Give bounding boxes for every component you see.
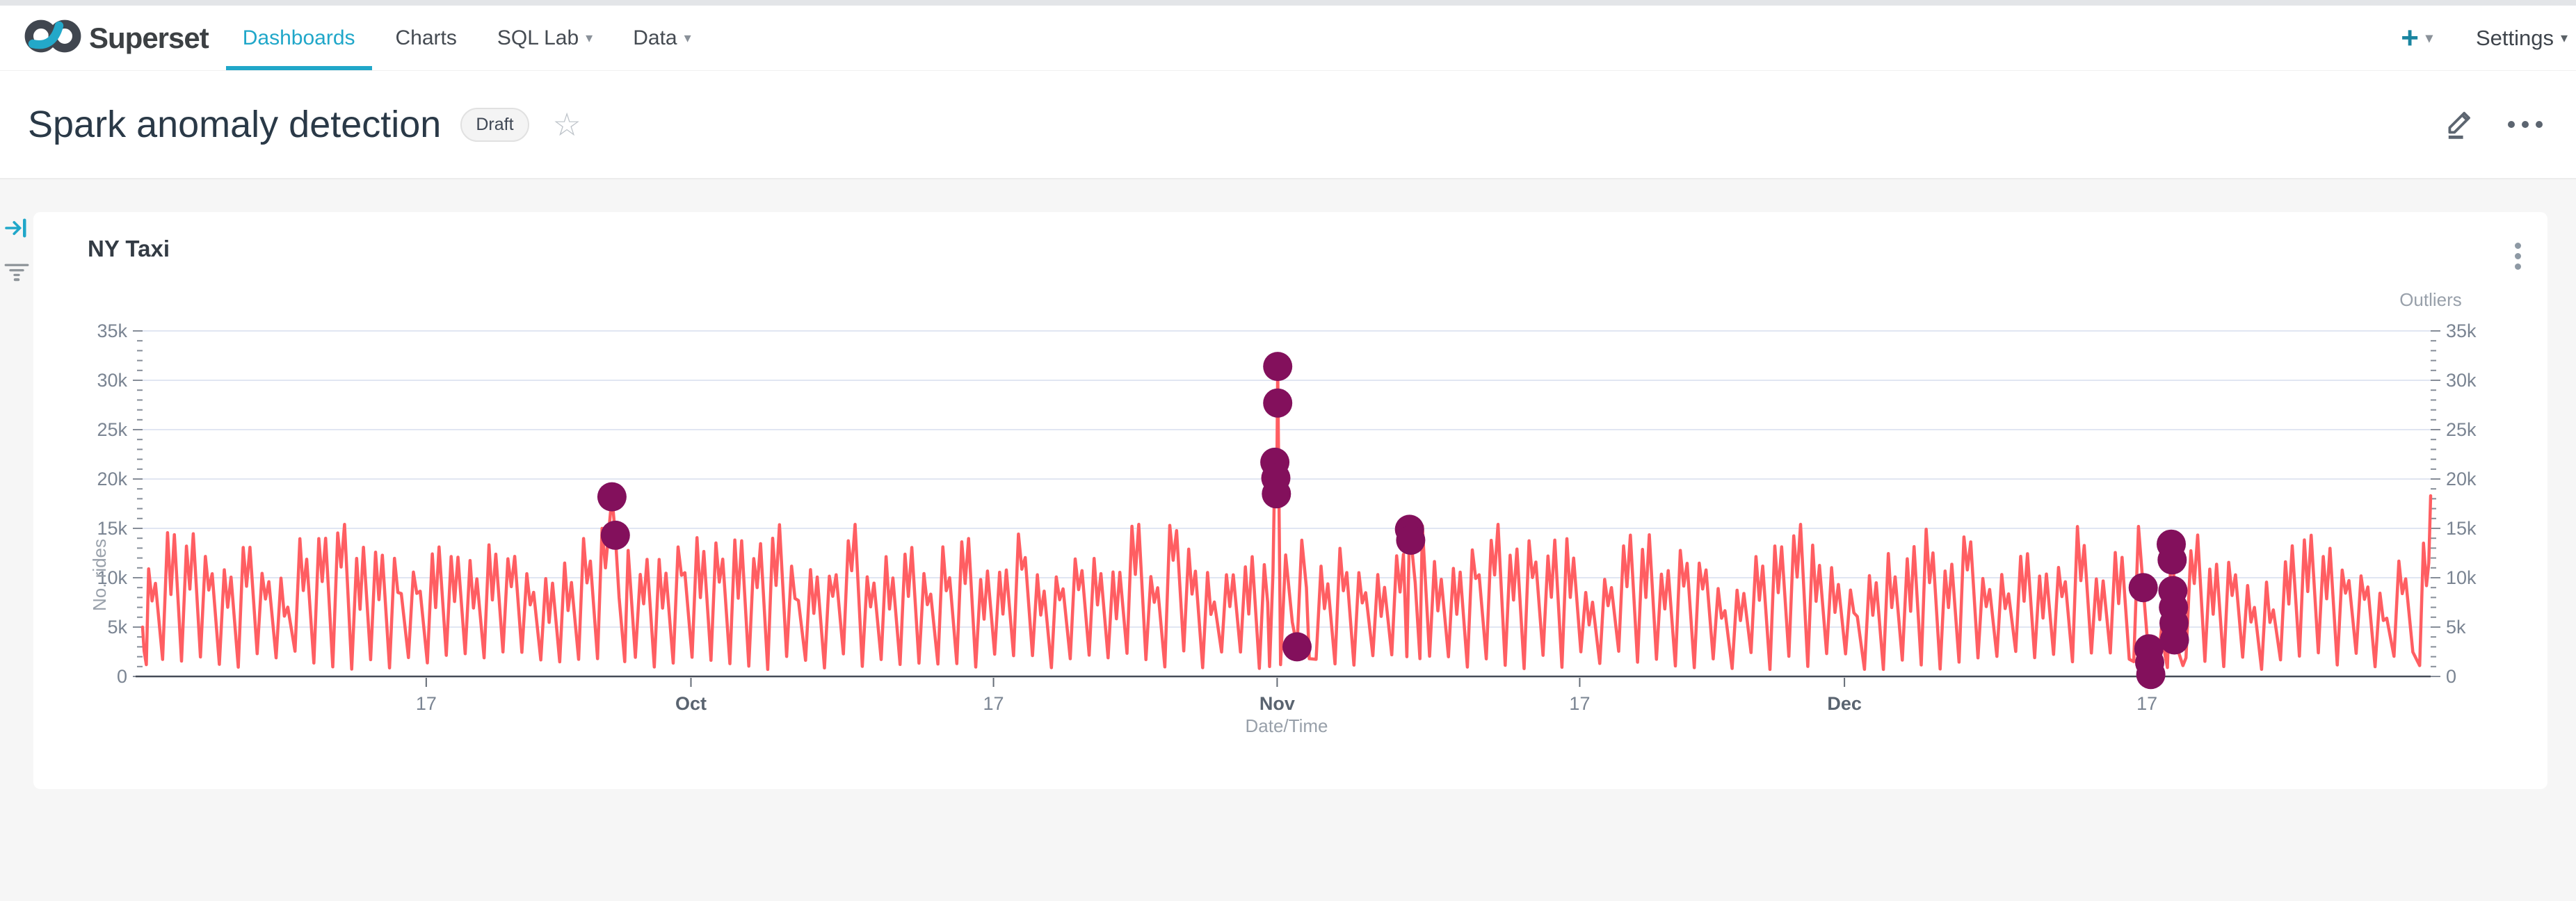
outlier-point bbox=[2157, 545, 2187, 575]
brand-name: Superset bbox=[89, 21, 209, 54]
y-tick-label-right: 5k bbox=[2446, 617, 2466, 638]
y-tick-label-right: 20k bbox=[2446, 469, 2477, 489]
favorite-star-icon[interactable]: ☆ bbox=[552, 106, 581, 143]
nytaxi-timeseries-chart: 0 0 5k 5k 10k 10k 15k 15k 20k 20k 25k 25k 30k 30k 35k 3… bbox=[89, 289, 2477, 736]
caret-down-icon: ▾ bbox=[2425, 31, 2433, 46]
y-tick-label-left: 30k bbox=[97, 370, 127, 391]
navbar: Superset Dashboards Charts SQL Lab ▾ Dat… bbox=[0, 6, 2576, 71]
outlier-point bbox=[2128, 573, 2158, 603]
y-tick-label-right: 0 bbox=[2446, 666, 2456, 687]
header-actions bbox=[2444, 105, 2543, 145]
y-tick-label-right: 15k bbox=[2446, 518, 2477, 539]
left-rail bbox=[0, 179, 32, 901]
outlier-point bbox=[1263, 388, 1293, 418]
caret-down-icon: ▾ bbox=[586, 31, 593, 46]
superset-brand[interactable]: Superset bbox=[24, 6, 209, 70]
nav-item-dashboards[interactable]: Dashboards bbox=[225, 6, 372, 70]
nav-item-data[interactable]: Data ▾ bbox=[633, 26, 691, 49]
y-tick-label-left: 10k bbox=[97, 567, 127, 588]
nav-item-charts[interactable]: Charts bbox=[395, 26, 457, 49]
outlier-point bbox=[2136, 660, 2166, 690]
chart-title: NY Taxi bbox=[88, 236, 170, 261]
taxi-rides-series-line bbox=[140, 364, 2433, 677]
edit-pencil-icon[interactable] bbox=[2444, 105, 2477, 145]
superset-logo-icon bbox=[24, 16, 82, 60]
y-tick-label-right: 35k bbox=[2446, 320, 2477, 341]
y-tick-label-right: 10k bbox=[2446, 567, 2477, 588]
x-tick-label: 17 bbox=[983, 693, 1004, 714]
outlier-point bbox=[1263, 352, 1293, 382]
outlier-point bbox=[1262, 479, 1291, 509]
more-options-icon[interactable] bbox=[2508, 121, 2543, 128]
chart-kebab-menu-icon[interactable] bbox=[2512, 240, 2524, 273]
dashboard-title: Spark anomaly detection bbox=[28, 104, 442, 145]
y-tick-label-left: 35k bbox=[97, 320, 127, 341]
nytaxi-chart-card: NY Taxi 0 0 5k 5k 10k 10k 15k 15k 20k 20k 25k 25k 30… bbox=[33, 212, 2547, 789]
caret-down-icon: ▾ bbox=[684, 31, 691, 46]
settings-menu[interactable]: Settings ▾ bbox=[2475, 25, 2568, 50]
y-tick-label-left: 5k bbox=[107, 617, 127, 638]
outlier-point bbox=[600, 520, 630, 550]
plus-icon: + bbox=[2401, 20, 2419, 55]
y-tick-label-right: 25k bbox=[2446, 419, 2477, 440]
y-tick-label-left: 15k bbox=[97, 518, 127, 539]
x-tick-label: Nov bbox=[1259, 693, 1295, 714]
x-axis-name: Date/Time bbox=[1246, 715, 1328, 736]
x-tick-label: 17 bbox=[1569, 693, 1590, 714]
caret-down-icon: ▾ bbox=[2560, 31, 2568, 46]
y-tick-label-left: 0 bbox=[117, 666, 127, 687]
y-tick-label-left: 25k bbox=[97, 419, 127, 440]
navbar-right: + ▾ Settings ▾ bbox=[2401, 6, 2568, 70]
dashboard-header: Spark anomaly detection Draft ☆ bbox=[0, 71, 2576, 179]
y-tick-label-left: 20k bbox=[97, 469, 127, 489]
browser-top-strip bbox=[0, 0, 2576, 6]
y-axis-name-left: No. rides bbox=[89, 539, 110, 611]
draft-status-badge: Draft bbox=[460, 107, 529, 142]
x-tick-label: Dec bbox=[1827, 693, 1862, 714]
x-tick-label: 17 bbox=[2136, 693, 2157, 714]
main-nav: Dashboards Charts SQL Lab ▾ Data ▾ bbox=[223, 6, 711, 70]
new-item-button[interactable]: + ▾ bbox=[2401, 21, 2433, 56]
expand-filter-bar-icon[interactable] bbox=[4, 216, 29, 244]
filter-list-icon[interactable] bbox=[4, 261, 29, 286]
y-tick-label-right: 30k bbox=[2446, 370, 2477, 391]
outlier-point bbox=[2159, 625, 2189, 655]
outlier-point bbox=[1396, 526, 1426, 555]
outlier-point bbox=[1282, 632, 1312, 662]
y-axis-name-right: Outliers bbox=[2399, 289, 2462, 310]
nav-item-sql-lab[interactable]: SQL Lab ▾ bbox=[497, 26, 593, 49]
outlier-point bbox=[597, 482, 627, 512]
x-tick-label: Oct bbox=[675, 693, 707, 714]
x-tick-label: 17 bbox=[416, 693, 437, 714]
